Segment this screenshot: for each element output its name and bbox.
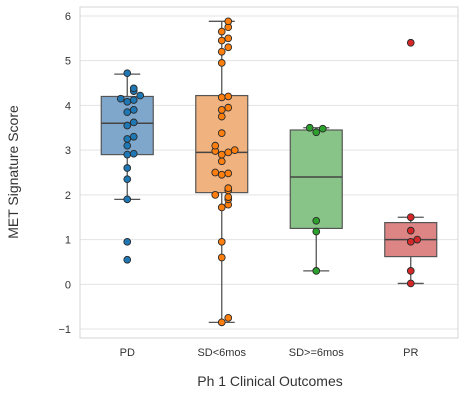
x-axis-label: Ph 1 Clinical Outcomes bbox=[197, 373, 343, 389]
data-point bbox=[406, 38, 415, 47]
data-point bbox=[217, 318, 226, 327]
x-tick-label: PD bbox=[120, 347, 135, 359]
iqr-box bbox=[289, 129, 343, 230]
y-tick-label: 2 bbox=[65, 190, 71, 202]
y-tick-label: −1 bbox=[58, 324, 71, 336]
data-point bbox=[211, 168, 220, 177]
plot-frame bbox=[79, 6, 459, 339]
data-point bbox=[217, 157, 226, 166]
data-point bbox=[217, 112, 226, 121]
y-tick-label: 0 bbox=[65, 279, 71, 291]
data-point bbox=[224, 184, 233, 193]
data-point bbox=[224, 43, 233, 52]
data-point bbox=[224, 17, 233, 26]
data-point bbox=[129, 149, 138, 158]
data-point bbox=[217, 59, 226, 67]
data-point bbox=[217, 93, 226, 102]
data-point bbox=[217, 47, 226, 56]
point-layer bbox=[116, 17, 422, 327]
data-point bbox=[217, 237, 226, 246]
data-point bbox=[211, 191, 220, 199]
data-point bbox=[406, 226, 415, 235]
data-point bbox=[305, 123, 314, 132]
data-point bbox=[406, 213, 415, 222]
y-tick-label: 1 bbox=[65, 235, 71, 247]
data-point bbox=[217, 203, 226, 212]
y-tick-label: 3 bbox=[65, 145, 71, 157]
data-point bbox=[123, 121, 132, 130]
gridlines bbox=[80, 15, 458, 330]
data-point bbox=[136, 91, 145, 100]
data-point bbox=[406, 279, 415, 288]
data-point bbox=[312, 216, 321, 225]
data-point bbox=[312, 267, 321, 275]
data-point bbox=[230, 146, 239, 154]
data-point bbox=[406, 267, 415, 275]
data-point bbox=[123, 141, 132, 150]
data-point bbox=[224, 193, 233, 201]
data-point bbox=[129, 96, 138, 104]
data-point bbox=[123, 108, 132, 116]
data-point bbox=[123, 237, 132, 246]
data-point bbox=[129, 118, 138, 127]
y-tick-label: 4 bbox=[65, 100, 71, 112]
data-point bbox=[224, 148, 233, 157]
x-tick-label: SD<6mos bbox=[197, 347, 246, 359]
data-point bbox=[224, 34, 233, 43]
data-point bbox=[123, 150, 132, 159]
y-tick-label: 6 bbox=[65, 11, 71, 23]
data-point bbox=[318, 124, 327, 133]
y-axis-label: MET Signature Score bbox=[5, 105, 21, 239]
data-point bbox=[123, 195, 132, 204]
data-point bbox=[123, 69, 132, 78]
data-point bbox=[129, 84, 138, 93]
data-point bbox=[217, 170, 226, 179]
box-sd-6mos bbox=[289, 127, 343, 272]
data-point bbox=[123, 97, 132, 106]
data-point bbox=[123, 255, 132, 264]
data-point bbox=[211, 141, 220, 150]
x-tick-label: PR bbox=[403, 347, 418, 359]
data-point bbox=[217, 106, 226, 114]
data-point bbox=[224, 314, 233, 322]
data-point bbox=[217, 36, 226, 45]
data-point bbox=[224, 169, 233, 178]
data-point bbox=[224, 92, 233, 101]
x-axis-ticks: PD SD<6mos SD>=6mos PR bbox=[120, 347, 419, 359]
data-point bbox=[217, 129, 226, 137]
data-point bbox=[406, 237, 415, 246]
data-point bbox=[312, 227, 321, 236]
data-point bbox=[224, 103, 233, 112]
y-tick-label: 5 bbox=[65, 56, 71, 68]
data-point bbox=[123, 164, 132, 172]
data-point bbox=[123, 135, 132, 143]
y-axis-ticks: −1 0 1 2 3 4 5 6 bbox=[58, 11, 71, 336]
data-point bbox=[129, 132, 138, 141]
x-tick-label: SD>=6mos bbox=[289, 347, 345, 359]
data-point bbox=[217, 27, 226, 36]
data-point bbox=[123, 175, 132, 184]
data-point bbox=[217, 253, 226, 262]
box-layer bbox=[100, 20, 438, 323]
data-point bbox=[413, 235, 422, 244]
data-point bbox=[217, 150, 226, 159]
data-point bbox=[116, 94, 125, 103]
data-point bbox=[129, 106, 138, 114]
data-point bbox=[312, 128, 321, 137]
